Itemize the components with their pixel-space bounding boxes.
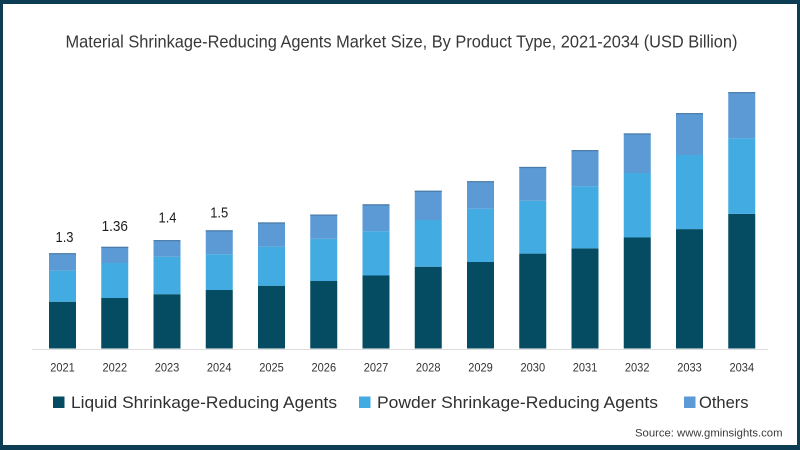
svg-text:2031: 2031 (573, 362, 598, 374)
svg-text:2028: 2028 (416, 362, 441, 374)
svg-text:Source: www.gminsights.com: Source: www.gminsights.com (635, 427, 783, 439)
svg-text:1.5: 1.5 (210, 205, 228, 222)
svg-text:1.3: 1.3 (56, 229, 74, 246)
svg-text:2026: 2026 (312, 362, 337, 374)
svg-text:2023: 2023 (155, 362, 180, 374)
svg-text:2033: 2033 (677, 362, 702, 374)
svg-text:Powder Shrinkage-Reducing Agen: Powder Shrinkage-Reducing Agents (377, 393, 658, 412)
svg-text:2032: 2032 (625, 362, 650, 374)
svg-text:2025: 2025 (259, 362, 284, 374)
svg-text:Liquid Shrinkage-Reducing Agen: Liquid Shrinkage-Reducing Agents (71, 393, 337, 412)
svg-text:1.4: 1.4 (159, 209, 177, 226)
svg-text:Material Shrinkage-Reducing Ag: Material Shrinkage-Reducing Agents Marke… (66, 32, 738, 52)
svg-text:2027: 2027 (364, 362, 389, 374)
svg-text:2030: 2030 (521, 362, 546, 374)
svg-text:Others: Others (699, 393, 749, 412)
svg-text:2029: 2029 (468, 362, 493, 374)
svg-text:2022: 2022 (103, 362, 128, 374)
svg-text:2034: 2034 (730, 362, 755, 374)
svg-text:2021: 2021 (50, 362, 75, 374)
svg-text:2024: 2024 (207, 362, 232, 374)
svg-text:1.36: 1.36 (102, 218, 128, 235)
